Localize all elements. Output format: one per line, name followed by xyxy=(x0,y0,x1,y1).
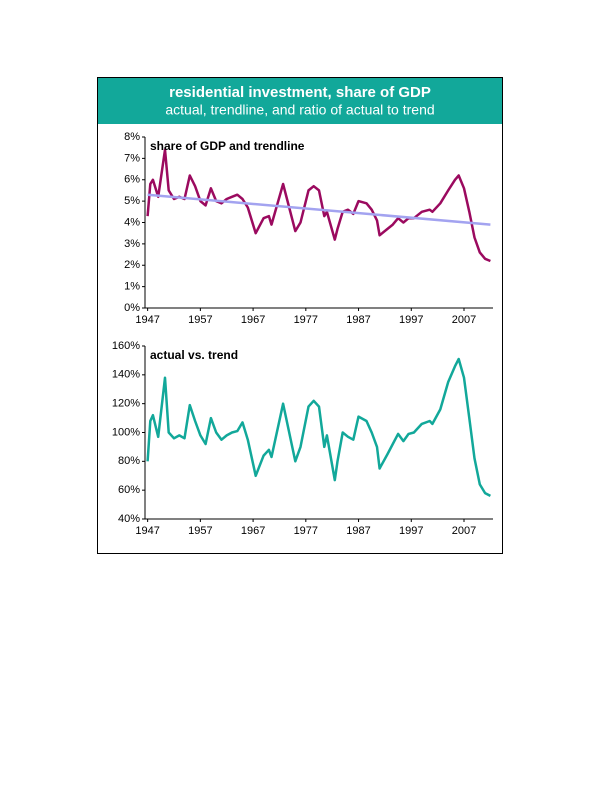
x-tick-label: 1967 xyxy=(241,314,265,326)
y-tick-label: 0% xyxy=(124,302,140,314)
x-tick-label: 2007 xyxy=(452,525,476,537)
series-line xyxy=(146,148,491,263)
y-tick-label: 2% xyxy=(124,259,140,271)
x-tick-label: 1967 xyxy=(241,525,265,537)
y-tick-label: 120% xyxy=(112,398,140,410)
x-tick-label: 1977 xyxy=(294,525,318,537)
header-subtitle: actual, trendline, and ratio of actual t… xyxy=(165,102,434,118)
y-tick-label: 5% xyxy=(124,195,140,207)
x-tick-label: 2007 xyxy=(452,314,476,326)
x-tick-label: 1957 xyxy=(188,314,212,326)
series-line xyxy=(147,193,491,226)
header-title: residential investment, share of GDP xyxy=(169,84,431,101)
x-tick-label: 1977 xyxy=(294,314,318,326)
y-tick-label: 60% xyxy=(118,484,140,496)
x-tick-label: 1987 xyxy=(346,525,370,537)
x-tick-label: 1997 xyxy=(399,314,423,326)
series-line xyxy=(146,357,491,498)
y-tick-label: 140% xyxy=(112,369,140,381)
x-tick-label: 1947 xyxy=(135,314,159,326)
x-tick-label: 1987 xyxy=(346,314,370,326)
y-tick-label: 8% xyxy=(124,131,140,143)
y-tick-label: 1% xyxy=(124,281,140,293)
y-tick-label: 4% xyxy=(124,216,140,228)
chart-title: share of GDP and trendline xyxy=(150,139,305,153)
y-tick-label: 160% xyxy=(112,340,140,352)
y-tick-label: 3% xyxy=(124,238,140,250)
y-tick-label: 100% xyxy=(112,426,140,438)
x-tick-label: 1997 xyxy=(399,525,423,537)
header-band xyxy=(98,78,502,124)
x-tick-label: 1957 xyxy=(188,525,212,537)
x-tick-label: 1947 xyxy=(135,525,159,537)
y-tick-label: 80% xyxy=(118,455,140,467)
chart-title: actual vs. trend xyxy=(150,348,238,362)
y-tick-label: 6% xyxy=(124,174,140,186)
y-tick-label: 7% xyxy=(124,152,140,164)
y-tick-label: 40% xyxy=(118,513,140,525)
